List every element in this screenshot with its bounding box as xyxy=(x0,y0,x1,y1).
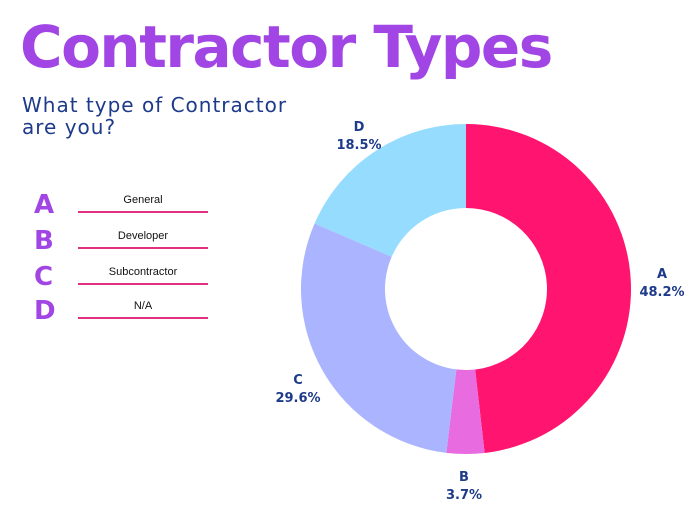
legend-text: N/A xyxy=(133,300,153,312)
slice-category-label: A xyxy=(657,267,667,282)
legend-text: General xyxy=(123,194,163,206)
slice-a xyxy=(466,124,631,453)
legend-item-b: B Developer xyxy=(34,226,214,256)
legend-underline xyxy=(78,247,208,249)
slice-d xyxy=(314,124,466,257)
page-subtitle: What type of Contractor are you? xyxy=(22,93,288,139)
slice-category-label: B xyxy=(459,470,469,485)
slice-category-label: D xyxy=(354,120,365,135)
slice-value-label: 3.7% xyxy=(446,488,482,503)
legend-letter: D xyxy=(34,296,56,326)
legend-item-a: A General xyxy=(34,190,214,220)
legend-letter: A xyxy=(34,190,55,220)
legend-text: Subcontractor xyxy=(108,266,178,278)
slice-value-label: 48.2% xyxy=(639,285,684,300)
legend-underline xyxy=(78,317,208,319)
legend-item-c: C Subcontractor xyxy=(34,262,214,292)
slice-category-label: C xyxy=(293,373,303,388)
slice-value-label: 29.6% xyxy=(275,391,320,406)
slice-b xyxy=(446,369,485,454)
slice-c xyxy=(301,223,457,453)
legend-letter: C xyxy=(34,262,54,292)
legend-letter: B xyxy=(34,226,54,256)
page-title: Contractor Types xyxy=(20,13,553,81)
legend-underline xyxy=(78,211,208,213)
legend-underline xyxy=(78,283,208,285)
slice-value-label: 18.5% xyxy=(336,138,381,153)
legend-text: Developer xyxy=(117,230,169,242)
legend-item-d: D N/A xyxy=(34,296,214,326)
